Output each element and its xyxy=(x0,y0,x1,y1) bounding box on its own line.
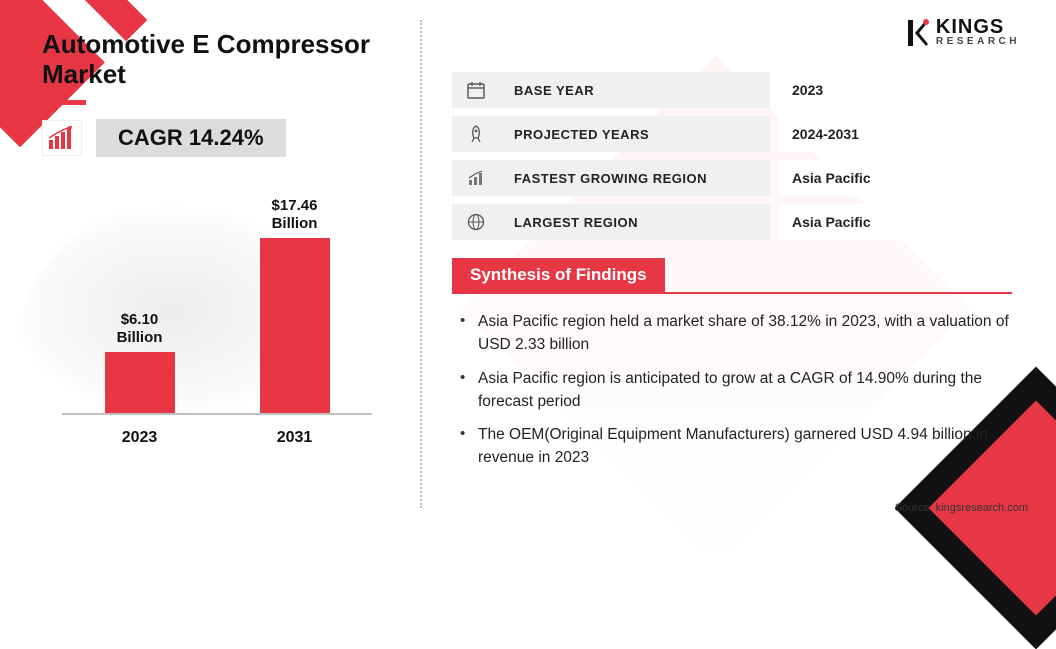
bar-group: $17.46Billion xyxy=(250,197,340,413)
x-axis-label: 2023 xyxy=(95,429,185,447)
table-row: PROJECTED YEARS2024-2031 xyxy=(452,116,1016,152)
table-value: Asia Pacific xyxy=(778,204,1016,240)
page-title: Automotive E Compressor Market xyxy=(42,30,392,90)
source-attribution: Source: kingsresearch.com xyxy=(895,502,1028,514)
table-value: 2024-2031 xyxy=(778,116,1016,152)
bar-value-label: $17.46Billion xyxy=(272,197,318,232)
table-row: BASE YEAR2023 xyxy=(452,72,1016,108)
x-axis-label: 2031 xyxy=(250,429,340,447)
bar xyxy=(105,352,175,413)
cagr-value: CAGR 14.24% xyxy=(96,119,286,157)
table-key: LARGEST REGION xyxy=(500,204,770,240)
calendar-icon xyxy=(452,72,500,108)
list-item: The OEM(Original Equipment Manufacturers… xyxy=(456,423,1012,470)
growth-chart-icon xyxy=(42,120,82,156)
kings-research-logo: KINGS RESEARCH xyxy=(906,18,1020,48)
globe-icon xyxy=(452,204,500,240)
logo-brand: KINGS xyxy=(936,18,1020,37)
logo-sub: RESEARCH xyxy=(936,37,1020,47)
list-item: Asia Pacific region held a market share … xyxy=(456,310,1012,357)
chart-x-axis xyxy=(62,413,372,415)
findings-heading: Synthesis of Findings xyxy=(452,258,665,292)
table-key: BASE YEAR xyxy=(500,72,770,108)
market-bar-chart: $6.10Billion $17.46Billion 2023 2031 xyxy=(42,175,392,455)
bar-group: $6.10Billion xyxy=(95,311,185,413)
table-key: PROJECTED YEARS xyxy=(500,116,770,152)
findings-heading-underline xyxy=(452,292,1012,294)
title-underline xyxy=(42,100,86,105)
bar xyxy=(260,238,330,413)
growth-icon xyxy=(452,160,500,196)
logo-mark-icon xyxy=(906,18,930,48)
table-row: FASTEST GROWING REGIONAsia Pacific xyxy=(452,160,1016,196)
table-key: FASTEST GROWING REGION xyxy=(500,160,770,196)
bar-value-label: $6.10Billion xyxy=(117,311,163,346)
table-value: Asia Pacific xyxy=(778,160,1016,196)
cagr-row: CAGR 14.24% xyxy=(42,119,392,157)
rocket-icon xyxy=(452,116,500,152)
table-value: 2023 xyxy=(778,72,1016,108)
findings-list: Asia Pacific region held a market share … xyxy=(452,310,1012,470)
table-row: LARGEST REGIONAsia Pacific xyxy=(452,204,1016,240)
info-table: BASE YEAR2023PROJECTED YEARS2024-2031FAS… xyxy=(452,72,1016,240)
list-item: Asia Pacific region is anticipated to gr… xyxy=(456,367,1012,414)
